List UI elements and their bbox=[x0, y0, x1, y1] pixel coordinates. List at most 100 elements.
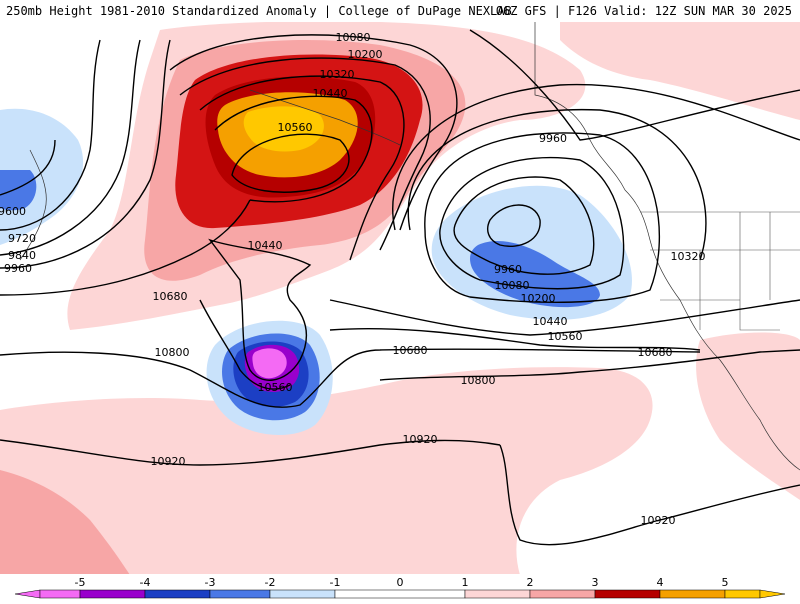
contour-label: 10680 bbox=[393, 344, 428, 357]
colorbar: -5 -4 -3 -2 -1 0 1 2 3 4 5 bbox=[0, 574, 800, 600]
contour-label-text: 10200 bbox=[348, 48, 383, 61]
contour-label-text: 9960 bbox=[539, 132, 567, 145]
contour-9600 bbox=[0, 139, 56, 196]
colorbar-tick-label: 1 bbox=[461, 576, 469, 589]
contour-10560-trough bbox=[199, 299, 291, 390]
contour-label-text: 10200 bbox=[521, 292, 556, 305]
contour-label: 10200 bbox=[521, 292, 556, 305]
contour-label-text: 10080 bbox=[336, 31, 371, 44]
contour-label-text: 10080 bbox=[495, 279, 530, 292]
contour-9840 bbox=[0, 39, 141, 256]
contour-label-text: 10560 bbox=[548, 330, 583, 343]
colorbar-tick-label: -2 bbox=[264, 576, 276, 589]
contour-label: 10560 bbox=[258, 381, 293, 394]
anomaly-pos1-south bbox=[0, 367, 653, 575]
contour-label-text: 10680 bbox=[153, 290, 188, 303]
contour-label-text: 10560 bbox=[258, 381, 293, 394]
contour-label: 10800 bbox=[155, 346, 190, 359]
colorbar-tick-label: 5 bbox=[721, 576, 729, 589]
contour-label: 10440 bbox=[313, 87, 348, 100]
contour-label: 10440 bbox=[248, 239, 283, 252]
contour-label-text: 9600 bbox=[0, 205, 26, 218]
contour-10680-mid bbox=[329, 327, 701, 351]
contour-10560-ne bbox=[329, 299, 800, 336]
contour-label: 10920 bbox=[403, 433, 438, 446]
colorbar-tick-label: 0 bbox=[396, 576, 404, 589]
contour-label-text: 10440 bbox=[313, 87, 348, 100]
contour-label: 9600 bbox=[0, 205, 26, 218]
colorbar-bin-pos3 bbox=[594, 589, 661, 599]
contour-10560-ring bbox=[231, 133, 350, 193]
colorbar-bin-neg3 bbox=[144, 589, 211, 599]
coastlines bbox=[19, 22, 800, 471]
contour-label: 10560 bbox=[278, 121, 313, 134]
height-contours bbox=[0, 29, 800, 546]
anomaly-neg2-west bbox=[0, 170, 37, 211]
map-title: 250mb Height 1981-2010 Standardized Anom… bbox=[6, 4, 512, 18]
contour-label-text: 10680 bbox=[638, 346, 673, 359]
contour-label: 9960 bbox=[494, 263, 522, 276]
contour-label: 9840 bbox=[8, 249, 36, 262]
contour-label-text: 9720 bbox=[8, 232, 36, 245]
contour-label: 10200 bbox=[348, 48, 383, 61]
contour-label-text: 10800 bbox=[461, 374, 496, 387]
contour-10200-ring bbox=[179, 57, 431, 251]
colorbar-tick-label: -5 bbox=[74, 576, 86, 589]
contour-10080-ne bbox=[439, 156, 625, 290]
contour-10920-east bbox=[499, 444, 800, 546]
contour-10680-west bbox=[0, 199, 251, 296]
contour-label-text: 9960 bbox=[4, 262, 32, 275]
contour-10800-east bbox=[379, 349, 800, 381]
contour-label: 9960 bbox=[4, 262, 32, 275]
contour-10200-ne bbox=[424, 132, 660, 304]
contour-label: 10080 bbox=[495, 279, 530, 292]
model-run-info: 06Z GFS | F126 Valid: 12Z SUN MAR 30 202… bbox=[495, 4, 792, 18]
colorbar-tick-label: 2 bbox=[526, 576, 534, 589]
contour-label: 10680 bbox=[153, 290, 188, 303]
contour-label: 9720 bbox=[8, 232, 36, 245]
colorbar-bin-neg4 bbox=[79, 589, 146, 599]
colorbar-bin-pos4 bbox=[659, 589, 726, 599]
contour-label-group: 10080 10200 10320 10440 10560 9960 9600 … bbox=[0, 31, 706, 527]
colorbar-bin-neg5 bbox=[39, 589, 81, 599]
contour-label-text: 10680 bbox=[393, 344, 428, 357]
contour-label-text: 10440 bbox=[533, 315, 568, 328]
contour-label-text: 10920 bbox=[641, 514, 676, 527]
contour-label-text: 9960 bbox=[494, 263, 522, 276]
contour-9960-ne-closed bbox=[487, 204, 541, 247]
contour-label: 9960 bbox=[539, 132, 567, 145]
colorbar-tick-label: -4 bbox=[139, 576, 151, 589]
colorbar-bin-neg2 bbox=[209, 589, 271, 599]
contour-label-text: 10320 bbox=[320, 68, 355, 81]
contour-label: 10080 bbox=[336, 31, 371, 44]
contour-10080-ring bbox=[169, 34, 458, 231]
colorbar-tick-label: -3 bbox=[204, 576, 216, 589]
contour-9960-ne bbox=[453, 176, 595, 275]
contour-label: 10560 bbox=[548, 330, 583, 343]
contour-label-text: 10920 bbox=[151, 455, 186, 468]
header-bar: 250mb Height 1981-2010 Standardized Anom… bbox=[0, 0, 800, 22]
anomaly-pos2-south bbox=[0, 470, 130, 575]
contour-10440-ne bbox=[392, 83, 800, 231]
contour-label-text: 9840 bbox=[8, 249, 36, 262]
anomaly-pos1-southeast bbox=[696, 332, 800, 500]
contour-9960-top bbox=[469, 29, 800, 141]
contour-label: 10920 bbox=[641, 514, 676, 527]
colorbar-bin-pos1 bbox=[464, 589, 531, 599]
anomaly-neg5-central bbox=[252, 348, 287, 379]
anomaly-pos1-northeast bbox=[560, 22, 800, 120]
anomaly-neg1-west bbox=[0, 108, 84, 245]
contour-label-text: 10560 bbox=[278, 121, 313, 134]
contour-label-text: 10440 bbox=[248, 239, 283, 252]
contour-10800-main bbox=[0, 348, 701, 408]
contour-label-text: 10320 bbox=[671, 250, 706, 263]
anomaly-pos6 bbox=[243, 106, 324, 152]
colorbar-bin-pos5 bbox=[724, 589, 761, 599]
colorbar-tick-label: 4 bbox=[656, 576, 664, 589]
contour-label: 10800 bbox=[461, 374, 496, 387]
colorbar-bin-zero bbox=[334, 589, 466, 599]
contour-label-text: 10800 bbox=[155, 346, 190, 359]
colorbar-arrow-left bbox=[14, 589, 41, 599]
colorbar-tick-label: 3 bbox=[591, 576, 599, 589]
contour-10440-trough bbox=[208, 238, 312, 381]
